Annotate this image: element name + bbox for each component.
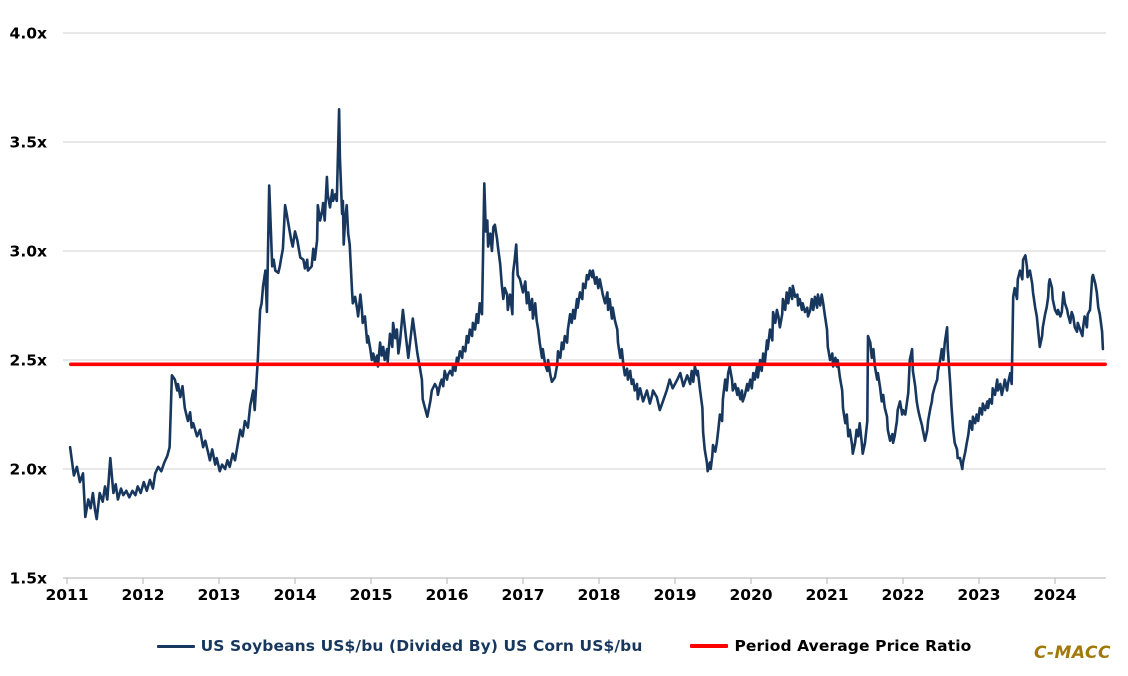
y-axis-label: 3.5x bbox=[10, 134, 47, 152]
y-axis-label: 1.5x bbox=[10, 570, 47, 588]
average-line-marker bbox=[690, 644, 729, 648]
x-axis-label: 2022 bbox=[881, 586, 924, 604]
x-axis-label: 2011 bbox=[45, 586, 88, 604]
average-series-legend-label: Period Average Price Ratio bbox=[734, 637, 972, 655]
x-axis-label: 2012 bbox=[121, 586, 164, 604]
x-axis-label: 2018 bbox=[577, 586, 620, 604]
ratio-line-marker bbox=[156, 644, 195, 648]
cmacc-watermark: C-MACC bbox=[1033, 643, 1111, 663]
x-axis-label: 2021 bbox=[805, 586, 848, 604]
x-axis-label: 2014 bbox=[273, 586, 316, 604]
legend-item-average-series: Period Average Price Ratio bbox=[690, 637, 971, 655]
chart-legend: US Soybeans US$/bu (Divided By) US Corn … bbox=[0, 637, 1128, 655]
x-axis-label: 2016 bbox=[425, 586, 468, 604]
x-axis-label: 2017 bbox=[501, 586, 544, 604]
ratio-line bbox=[68, 108, 1105, 521]
y-axis-label: 2.5x bbox=[10, 352, 47, 370]
legend-item-ratio-series: US Soybeans US$/bu (Divided By) US Corn … bbox=[156, 637, 643, 655]
ratio-series-legend-label: US Soybeans US$/bu (Divided By) US Corn … bbox=[200, 637, 643, 655]
y-axis-label: 2.0x bbox=[10, 461, 47, 479]
x-axis-label: 2020 bbox=[729, 586, 772, 604]
x-axis-label: 2023 bbox=[957, 586, 1000, 604]
x-axis-label: 2019 bbox=[653, 586, 696, 604]
y-axis-label: 4.0x bbox=[10, 25, 47, 43]
x-axis-label: 2013 bbox=[197, 586, 240, 604]
x-axis-label: 2024 bbox=[1033, 586, 1076, 604]
y-axis-label: 3.0x bbox=[10, 243, 47, 261]
x-axis-label: 2015 bbox=[349, 586, 392, 604]
